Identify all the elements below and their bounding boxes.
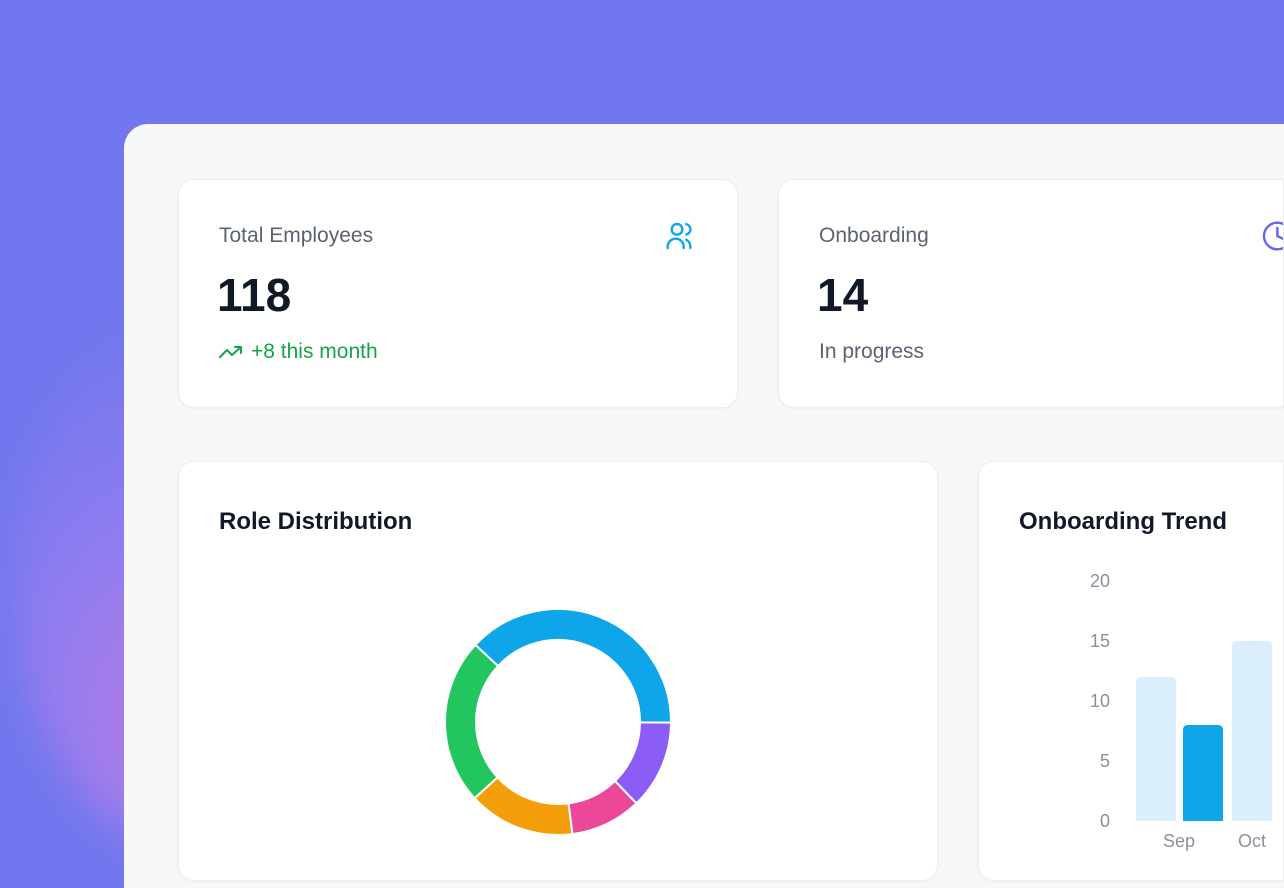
y-tick-label: 10 bbox=[1090, 691, 1110, 711]
role-donut-chart bbox=[444, 608, 673, 836]
stat-sub-text: +8 this month bbox=[251, 340, 378, 363]
chart-title: Onboarding Trend bbox=[1019, 508, 1227, 535]
stat-label: Total Employees bbox=[219, 224, 374, 247]
y-tick-label: 20 bbox=[1090, 571, 1110, 591]
x-tick-label: Oct bbox=[1238, 831, 1266, 851]
bar-Oct-0[interactable] bbox=[1232, 641, 1272, 821]
dashboard-panel: Total Employees 118 +8 this month Onboar… bbox=[124, 124, 1284, 888]
donut-slice-4[interactable] bbox=[444, 643, 500, 800]
stat-value: 118 bbox=[217, 269, 292, 321]
trending-up-icon bbox=[219, 346, 242, 358]
bar-Sep-0[interactable] bbox=[1136, 677, 1176, 821]
stat-sub-text: In progress bbox=[819, 340, 925, 363]
stat-value: 14 bbox=[817, 269, 869, 321]
stat-card-onboarding: Onboarding 14 In progress bbox=[778, 179, 1284, 408]
donut-slice-0[interactable] bbox=[473, 608, 673, 724]
onboarding-trend-card: Onboarding Trend 0 5 10 15 20 Sep Oct bbox=[978, 461, 1284, 881]
y-tick-label: 0 bbox=[1100, 811, 1110, 831]
users-icon bbox=[666, 222, 692, 250]
chart-title: Role Distribution bbox=[219, 508, 413, 535]
y-tick-label: 15 bbox=[1090, 631, 1110, 651]
bar-Sep-1[interactable] bbox=[1183, 725, 1223, 821]
onboarding-bar-chart: 0 5 10 15 20 Sep Oct bbox=[1090, 571, 1272, 851]
stat-trend: +8 this month bbox=[219, 340, 378, 364]
x-tick-label: Sep bbox=[1163, 831, 1195, 851]
y-tick-label: 5 bbox=[1100, 751, 1110, 771]
stat-card-total-employees: Total Employees 118 +8 this month bbox=[178, 179, 738, 408]
stat-label: Onboarding bbox=[819, 224, 929, 247]
clock-icon bbox=[1262, 221, 1283, 251]
role-distribution-card: Role Distribution bbox=[178, 461, 938, 881]
